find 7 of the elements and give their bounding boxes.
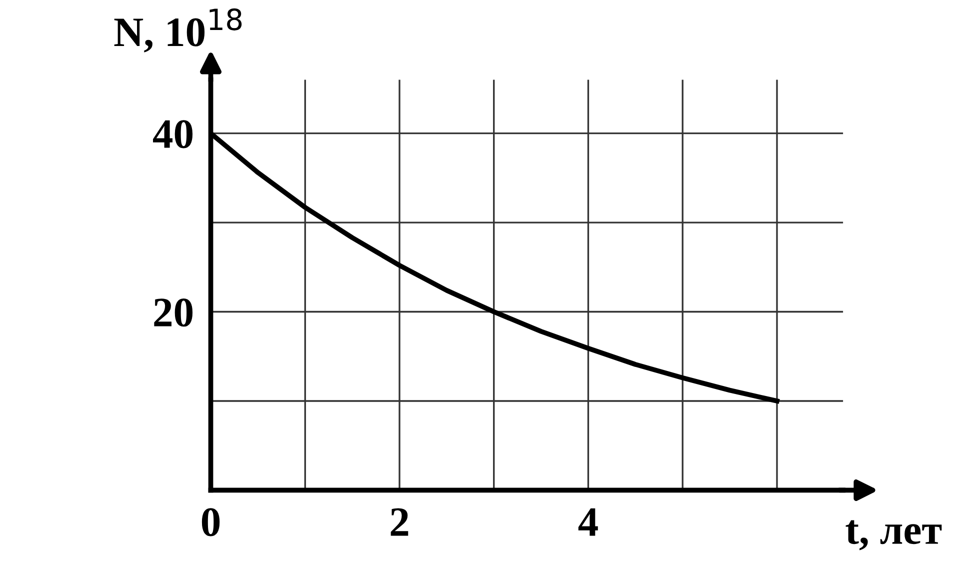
y-tick-label: 40 <box>153 120 193 148</box>
y-axis-title: N, 10$^{18}$ <box>114 8 242 52</box>
x-tick-label: 2 <box>390 508 408 536</box>
y-tick-label: 20 <box>154 298 193 327</box>
x-tick-label: 0 <box>202 508 220 536</box>
x-axis-title: t, лет <box>846 520 942 550</box>
x-tick-label: 4 <box>578 508 598 536</box>
